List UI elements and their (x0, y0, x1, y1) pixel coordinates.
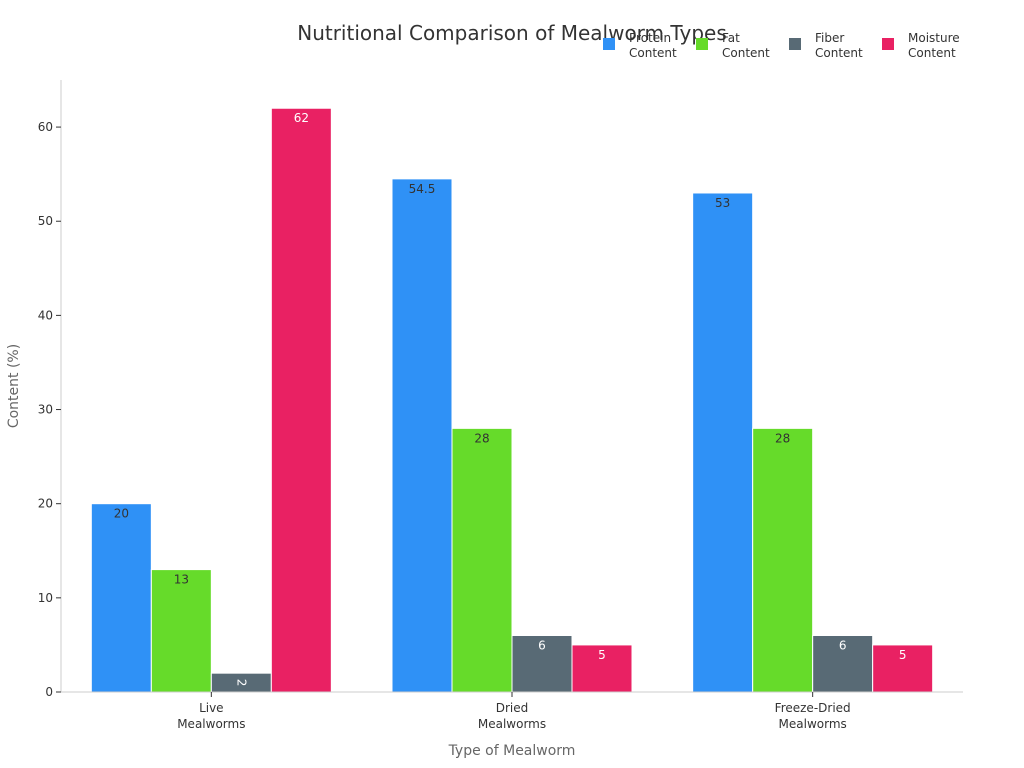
bar-value-label: 53 (715, 196, 730, 210)
bar-value-label: 6 (839, 639, 847, 653)
bar (812, 635, 874, 693)
bar-value-label: 28 (474, 431, 489, 445)
legend-label: Fiber Content (815, 31, 863, 60)
legend-swatch (696, 38, 708, 50)
bar (90, 503, 152, 693)
legend-label: Moisture Content (908, 31, 960, 60)
legend-label: Fat Content (722, 31, 770, 60)
bar-value-label: 6 (538, 639, 546, 653)
data-labels: 20 54.5 53 13 28 28 2 6 6 62 5 5 (114, 111, 907, 686)
y-ticks: 0 10 20 30 40 50 60 (38, 120, 61, 699)
legend-swatch (882, 38, 894, 50)
y-tick-label: 30 (38, 403, 53, 417)
legend-swatch (789, 38, 801, 50)
bar-value-label: 5 (598, 648, 606, 662)
x-tick-label: Live Mealworms (177, 701, 245, 731)
y-axis-title: Content (%) (6, 344, 22, 428)
bar-value-label: 54.5 (409, 182, 436, 196)
y-tick-label: 20 (38, 497, 53, 511)
bar (270, 107, 332, 693)
x-tick-label: Dried Mealworms (478, 701, 546, 731)
y-tick-label: 60 (38, 120, 53, 134)
y-tick-label: 10 (38, 591, 53, 605)
y-tick-label: 0 (45, 685, 53, 699)
plot-area (90, 107, 934, 693)
legend-label: Protein Content (629, 31, 677, 60)
bar (571, 644, 633, 693)
bar-value-label: 20 (114, 507, 129, 521)
bar (391, 178, 453, 693)
bar (752, 427, 814, 693)
bar-value-label: 5 (899, 648, 907, 662)
bar (150, 569, 212, 693)
chart-title: Nutritional Comparison of Mealworm Types (297, 21, 727, 45)
bar (511, 635, 573, 693)
bar (692, 192, 754, 693)
x-axis-title: Type of Mealworm (448, 743, 576, 759)
bar-value-label: 62 (294, 111, 309, 125)
bar-value-label: 13 (174, 573, 189, 587)
bar-value-label: 28 (775, 431, 790, 445)
y-tick-label: 50 (38, 214, 53, 228)
bar-value-label: 2 (234, 679, 248, 687)
legend: Protein Content Fat Content Fiber Content Mois… (603, 31, 960, 60)
legend-swatch (603, 38, 615, 50)
x-ticks: Live Mealworms Dried Mealworms Freeze-Dried M… (177, 692, 851, 731)
bar (451, 427, 513, 693)
y-tick-label: 40 (38, 308, 53, 322)
x-tick-label: Freeze-Dried Mealworms (775, 701, 851, 731)
